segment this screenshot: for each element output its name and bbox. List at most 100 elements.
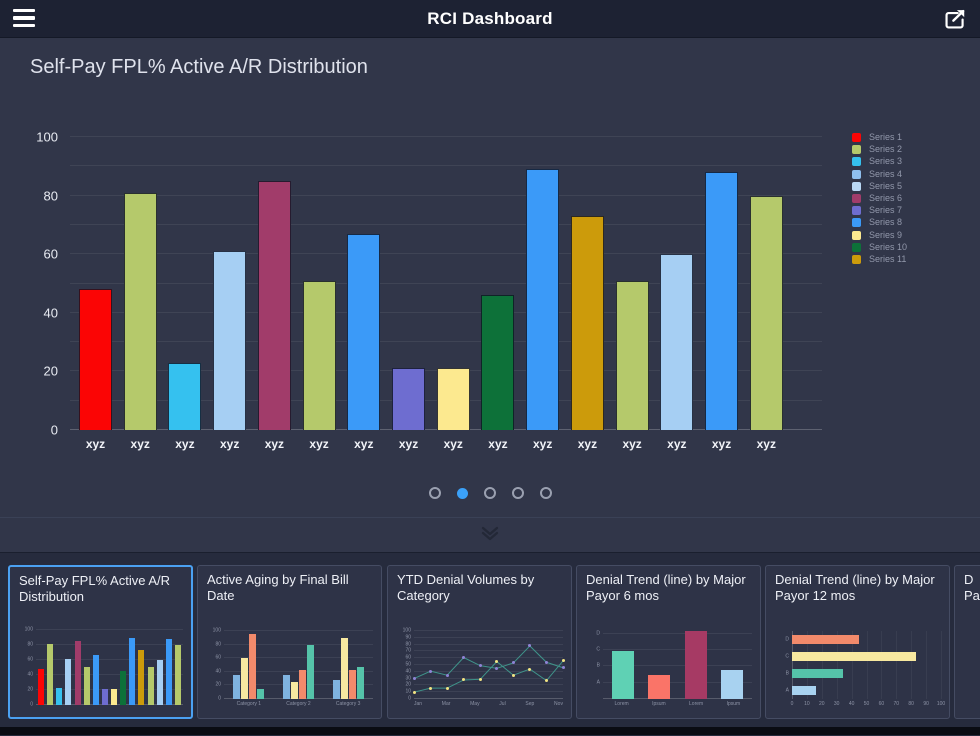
gridline (70, 136, 822, 137)
x-axis-label: xyz (85, 437, 106, 451)
bar-16[interactable] (749, 195, 783, 430)
mini-bars (603, 631, 752, 699)
mini-chart: 100 90 80 70 60 50 40 30 20 10 0 Jan Mar May Jul Sep Nov (398, 628, 565, 709)
y-axis-label: 60 (43, 246, 58, 262)
x-axis-label: xyz (711, 437, 732, 451)
gridline (911, 631, 913, 699)
thumbnail-card-1[interactable]: Self-Pay FPL% Active A/R Distribution 100… (8, 565, 193, 719)
bar-14[interactable] (660, 254, 694, 430)
share-icon[interactable] (942, 6, 968, 32)
thumbnail-title: Active Aging by Final Bill Date (207, 572, 349, 603)
line-marker (511, 673, 515, 677)
bar-7[interactable] (347, 233, 381, 430)
bar-4[interactable] (213, 251, 247, 430)
bar-5[interactable] (257, 180, 291, 430)
x-axis-tick: 50 (863, 701, 870, 707)
menu-icon[interactable] (13, 9, 35, 27)
y-axis-label: 0 (218, 695, 221, 702)
x-axis-label: Category 2 (286, 701, 311, 707)
bar-15[interactable] (705, 172, 739, 430)
pagination-dot-1[interactable] (428, 487, 441, 499)
legend-swatch (852, 145, 861, 155)
bar-group (282, 631, 314, 699)
bar (340, 637, 348, 699)
legend-item[interactable]: Series 3 (852, 157, 907, 167)
mini-plot: 100 80 60 40 20 0 (213, 628, 373, 701)
gridline (414, 691, 563, 693)
chevron-down-icon[interactable] (478, 524, 502, 546)
legend-label: Series 9 (869, 229, 903, 240)
gridline (821, 631, 823, 699)
legend-label: Series 7 (869, 205, 903, 216)
line-marker (544, 660, 548, 664)
legend-item[interactable]: Series 1 (852, 133, 907, 142)
thumbnail-title: D Pa (955, 566, 980, 604)
bar-6[interactable] (302, 280, 336, 430)
bar (147, 666, 154, 705)
legend-label: Series 8 (869, 217, 903, 228)
legend-item[interactable]: Series 10 (852, 242, 907, 252)
bar (83, 666, 90, 705)
x-axis-label: xyz (130, 437, 150, 451)
x-axis-label: xyz (354, 437, 374, 451)
pagination-dot-4[interactable] (511, 487, 524, 499)
bar-10[interactable] (481, 295, 515, 430)
thumbnail-card-2[interactable]: Active Aging by Final Bill Date 100 80 60 40… (197, 565, 382, 719)
bar-12[interactable] (570, 216, 604, 430)
thumbnail-title: Denial Trend (line) by Major Payor 6 mos (586, 572, 746, 603)
x-axis-tick: 0 (790, 701, 794, 707)
y-axis-label: A (785, 687, 789, 693)
bar-9[interactable] (436, 368, 470, 430)
gridline (224, 657, 373, 659)
line-marker (528, 644, 532, 648)
bar (348, 670, 356, 699)
x-axis-label: xyz (667, 437, 687, 451)
gridline (70, 165, 822, 167)
legend-swatch (852, 218, 861, 228)
main-chart: 100 80 60 40 20 0 (36, 131, 822, 437)
thumbnail-card-4[interactable]: Denial Trend (line) by Major Payor 6 mos… (576, 565, 761, 719)
legend-swatch (852, 254, 861, 264)
pagination-dot-3[interactable] (483, 487, 496, 499)
bar-11[interactable] (526, 169, 560, 430)
legend-item[interactable]: Series 7 (852, 205, 907, 216)
gridline (866, 631, 868, 699)
legend-swatch (852, 169, 861, 179)
thumbnail-card-3[interactable]: YTD Denial Volumes by Category 100 90 80 70 6… (387, 565, 572, 719)
legend-item[interactable]: Series 11 (852, 254, 907, 264)
menu-bar (13, 16, 35, 20)
mini-chart: 100 80 60 40 20 0 (20, 627, 185, 708)
legend-item[interactable]: Series 9 (852, 229, 907, 240)
legend-item[interactable]: Series 5 (852, 181, 907, 191)
y-axis-label: 0 (408, 695, 411, 702)
bar (111, 689, 117, 705)
mini-plot: D C B A (596, 631, 752, 699)
line-marker (462, 678, 466, 682)
legend-swatch (852, 157, 861, 167)
legend-item[interactable]: Series 2 (852, 145, 907, 155)
gridline (836, 631, 838, 699)
thumbnail-card-5[interactable]: Denial Trend (line) by Major Payor 12 mo… (765, 565, 950, 719)
gridline (881, 631, 883, 699)
legend-item[interactable]: Series 6 (852, 193, 907, 203)
pagination-dot-5[interactable] (539, 487, 552, 499)
bar-13[interactable] (615, 280, 649, 430)
bar-3[interactable] (168, 362, 202, 430)
gridline (70, 223, 822, 225)
legend-item[interactable]: Series 4 (852, 169, 907, 179)
y-axis-label: 0 (30, 701, 33, 708)
thumbnail-card-6[interactable]: D Pa (954, 565, 980, 719)
bar (138, 650, 145, 705)
divider (0, 517, 980, 518)
bar-8[interactable] (392, 368, 426, 430)
pagination-dot-2[interactable] (456, 487, 468, 499)
bar-1[interactable] (79, 289, 112, 430)
bar (290, 682, 298, 699)
x-axis-label: Lorem (614, 701, 629, 707)
app-title: RCI Dashboard (427, 8, 553, 28)
bar-2[interactable] (123, 192, 157, 430)
x-axis-label: Sep (525, 701, 535, 707)
y-axis-label: 10 (405, 688, 411, 695)
legend-item[interactable]: Series 8 (852, 217, 907, 228)
mini-chart: 0 10 20 30 40 50 60 70 80 90 100 D C B A (776, 631, 945, 709)
